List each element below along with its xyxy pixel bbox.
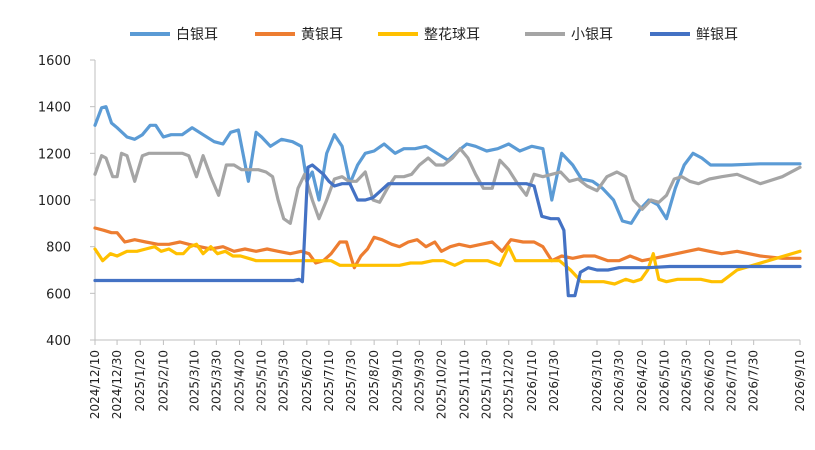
x-tick-label: 2025/1/20 [133, 350, 147, 412]
x-tick-label: 2025/3/30 [209, 350, 223, 412]
series-line [93, 105, 802, 225]
legend-label: 鲜银耳 [696, 27, 738, 43]
x-tick-label: 2025/8/20 [367, 350, 381, 412]
x-tick-label: 2026/3/10 [590, 350, 604, 412]
x-tick-label: 2026/1/10 [525, 350, 539, 412]
legend-item: 黄银耳 [255, 26, 343, 43]
x-tick-label: 2025/12/20 [502, 350, 516, 419]
y-tick-label: 1200 [38, 147, 71, 162]
x-tick-label: 2026/5/10 [657, 350, 671, 412]
x-tick-label: 2026/5/30 [679, 350, 693, 412]
x-tick-label: 2026/4/20 [635, 350, 649, 412]
legend-label: 白银耳 [176, 27, 218, 43]
y-tick-label: 800 [46, 241, 71, 256]
y-tick-label: 1400 [38, 101, 71, 116]
legend-item: 小银耳 [525, 27, 613, 43]
legend-item: 整花球耳 [378, 27, 480, 43]
x-tick-label: 2025/5/10 [255, 350, 269, 412]
series-line [93, 242, 802, 286]
x-tick-label: 2026/1/30 [547, 350, 561, 412]
legend: 白银耳 黄银耳 整花球耳 小银耳 鲜银耳 [130, 26, 738, 43]
legend-item: 白银耳 [130, 27, 218, 43]
x-tick-label: 2025/9/10 [390, 350, 404, 412]
series-line [93, 226, 802, 270]
x-tick-label: 2024/12/10 [88, 350, 102, 419]
legend-item: 鲜银耳 [650, 27, 738, 43]
y-tick-label: 600 [46, 287, 71, 302]
legend-label: 整花球耳 [424, 27, 480, 43]
y-tick-label: 1600 [38, 54, 71, 69]
series-line [93, 147, 802, 225]
x-tick-label: 2026/3/30 [612, 350, 626, 412]
x-tick-label: 2025/9/30 [412, 350, 426, 412]
series-line [93, 163, 802, 298]
x-tick-label: 2026/7/30 [747, 350, 761, 412]
x-tick-label: 2025/7/10 [322, 350, 336, 412]
x-tick-label: 2025/3/10 [187, 350, 201, 412]
x-tick-label: 2025/11/10 [458, 350, 472, 419]
x-tick-label: 2025/7/30 [344, 350, 358, 412]
x-axis: 2024/12/10 2024/12/30 2025/1/20 2025/2/10 20… [88, 339, 807, 419]
x-tick-label: 2026/6/20 [703, 350, 717, 412]
x-tick-label: 2025/2/10 [156, 350, 170, 412]
x-tick-label: 2026/7/10 [725, 350, 739, 412]
x-tick-label: 2025/6/20 [300, 350, 314, 412]
legend-label: 小银耳 [571, 27, 613, 43]
x-tick-label: 2025/10/20 [434, 350, 448, 419]
y-axis: 400 600 800 1000 1200 1400 1600 [38, 54, 96, 349]
x-tick-label: 2025/4/20 [233, 350, 247, 412]
x-tick-label: 2025/11/30 [480, 350, 494, 419]
x-tick-label: 2025/5/30 [277, 350, 291, 412]
y-tick-label: 1000 [38, 194, 71, 209]
plot-area [93, 105, 802, 298]
legend-label: 黄银耳 [301, 26, 343, 43]
y-tick-label: 400 [46, 334, 71, 349]
x-tick-label: 2026/9/10 [793, 350, 807, 412]
x-tick-label: 2024/12/30 [110, 350, 124, 419]
